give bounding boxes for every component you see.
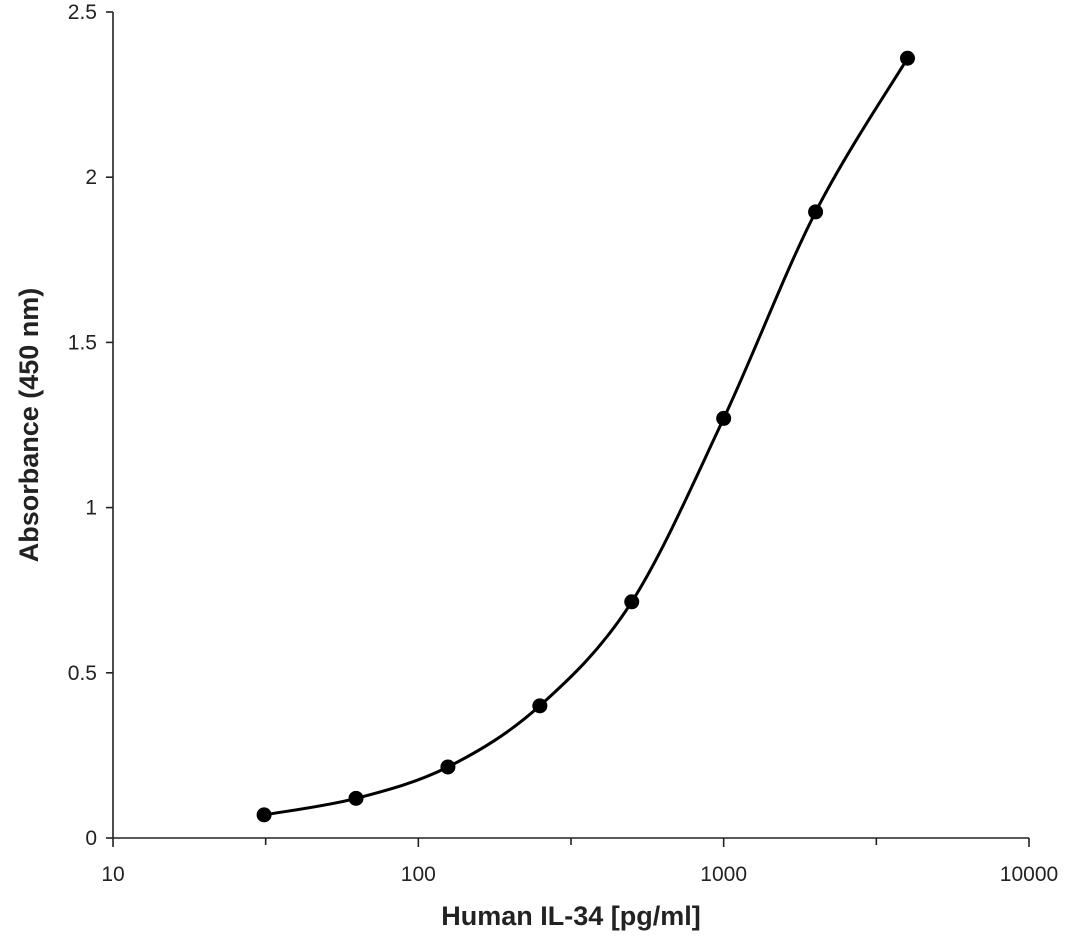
plot-area: 0 0.5 1 1.5 2 2.5 10 100 1000 10000 <box>68 1 1058 886</box>
data-point <box>532 698 548 714</box>
y-tick-label: 2.5 <box>68 1 97 24</box>
x-axis-title: Human IL-34 [pg/ml] <box>441 901 701 931</box>
y-axis-title: Absorbance (450 nm) <box>14 288 44 563</box>
y-tick-label: 1 <box>85 497 97 520</box>
y-ticks: 0 0.5 1 1.5 2 2.5 <box>68 1 113 850</box>
y-tick-label: 1.5 <box>68 331 97 354</box>
x-tick-label: 10000 <box>1000 863 1058 886</box>
data-point <box>808 204 824 220</box>
data-point <box>256 807 272 823</box>
x-tick-label: 100 <box>401 863 436 886</box>
data-point <box>716 410 732 426</box>
y-tick-label: 2 <box>85 166 97 189</box>
data-point <box>348 790 364 806</box>
x-ticks: 10 100 1000 10000 <box>101 838 1058 886</box>
series-points <box>256 50 915 823</box>
y-tick-label: 0.5 <box>68 662 97 685</box>
data-point <box>899 50 915 66</box>
x-tick-label: 10 <box>101 863 124 886</box>
data-point <box>624 594 640 610</box>
data-point <box>440 759 456 775</box>
y-tick-label: 0 <box>85 827 97 850</box>
x-tick-label: 1000 <box>700 863 747 886</box>
